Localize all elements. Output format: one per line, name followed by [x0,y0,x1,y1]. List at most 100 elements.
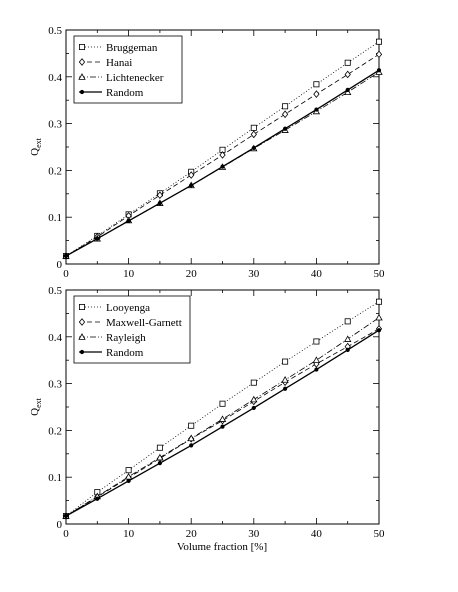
data-point-diamond [156,191,164,200]
y-axis-label-subscript: ext [34,397,43,408]
data-point-circle [220,424,225,429]
legend-label: Random [106,87,144,99]
data-point-square [375,298,382,305]
data-point-circle [376,328,382,333]
data-point-circle [283,126,288,131]
data-point-circle [157,201,162,206]
x-axis-label: Volume fraction [%] [177,541,267,553]
data-point-square [313,338,320,345]
legend-label: Looyenga [106,302,150,314]
data-point-circle [126,478,131,484]
data-point-circle [95,496,100,501]
data-point-circle [314,367,319,372]
data-point-triangle [281,376,289,383]
data-point-circle [283,386,288,391]
series-line-maxwell-garnett [65,328,380,517]
legend-marker-square [79,44,86,51]
data-point-diamond [250,130,257,139]
data-point-circle [251,145,256,151]
data-point-circle [157,461,162,466]
data-point-circle [345,347,350,353]
legend-marker-diamond [78,58,86,66]
data-point-square [282,358,289,365]
data-point-triangle [375,313,383,321]
data-point-circle [345,87,350,93]
data-point-triangle [218,415,227,422]
x-tick-label: 20 [186,528,198,540]
y-tick-label: 0.1 [48,212,62,224]
data-point-circle [189,443,194,448]
y-axis-label-subscript: ext [34,137,43,148]
data-point-square [125,467,132,474]
legend-label: Lichtenecker [106,72,164,84]
legend-marker-circle [79,89,85,95]
data-point-square [344,318,351,325]
data-point-circle [63,253,69,259]
data-point-square [250,124,257,131]
y-tick-label: 0.4 [48,72,62,84]
data-point-square [344,59,351,66]
data-point-square [375,38,382,45]
x-tick-label: 50 [374,268,386,280]
top-chart-panel: 0 10 20 30 40 50 0 0.1 0.2 0.3 0.4 0.5 Qext Bruggeman… [29,25,385,280]
data-point-diamond [375,50,383,59]
legend-label: Bruggeman [106,42,158,54]
x-tick-label: 0 [63,528,69,540]
data-point-triangle [156,453,164,461]
data-point-diamond [344,70,351,79]
data-point-square [219,400,226,407]
y-tick-label: 0.4 [48,332,62,344]
y-tick-label: 0.1 [48,472,62,484]
x-tick-label: 30 [248,528,260,540]
legend-marker-triangle [78,333,86,340]
data-point-triangle [312,356,321,364]
data-point-square [188,422,195,429]
data-point-triangle [250,395,258,403]
legend-marker-circle [79,349,85,355]
legend-label: Rayleigh [106,332,146,344]
legend-label: Hanai [106,57,132,69]
x-tick-label: 10 [123,528,135,540]
data-point-square [156,444,163,451]
x-tick-label: 40 [311,268,323,280]
legend-marker-square [79,303,86,310]
x-tick-label: 50 [374,528,386,540]
data-point-diamond [188,171,195,179]
legend-label: Maxwell-Garnett [106,317,182,329]
y-tick-label: 0.2 [48,165,62,177]
x-tick-label: 40 [311,528,323,540]
bottom-chart-panel: 0 10 20 30 40 50 0 0.1 0.2 0.3 0.4 0.5 Qext Looyenga M… [29,285,385,540]
data-point-circle [126,218,131,224]
data-point-square [313,81,320,88]
data-point-square [282,103,289,110]
y-axis-label: Qext [29,397,43,416]
y-axis-label: Qext [29,137,43,156]
data-point-circle [376,68,382,73]
y-tick-label: 0 [57,519,63,531]
data-point-diamond [219,151,226,159]
y-tick-label: 0.5 [48,285,62,297]
y-tick-label: 0 [57,259,63,271]
data-point-diamond [281,110,289,119]
y-tick-label: 0.2 [48,425,62,437]
data-point-diamond [313,90,320,98]
data-point-circle [189,183,194,188]
data-point-circle [63,513,69,519]
x-tick-label: 30 [248,268,260,280]
legend-marker-triangle [78,73,86,80]
x-tick-label: 20 [186,268,198,280]
data-point-circle [251,405,256,411]
data-point-circle [314,107,319,112]
legend-marker-diamond [78,318,86,326]
data-point-circle [220,164,225,169]
data-point-square [250,379,257,386]
x-tick-label: 0 [63,268,69,280]
data-point-triangle [187,434,195,442]
data-point-triangle [344,335,352,342]
y-tick-label: 0.3 [48,379,62,391]
legend-label: Random [106,347,144,359]
y-tick-label: 0.3 [48,119,62,131]
x-tick-label: 10 [123,268,135,280]
y-axis-label-main: Q [29,408,41,416]
